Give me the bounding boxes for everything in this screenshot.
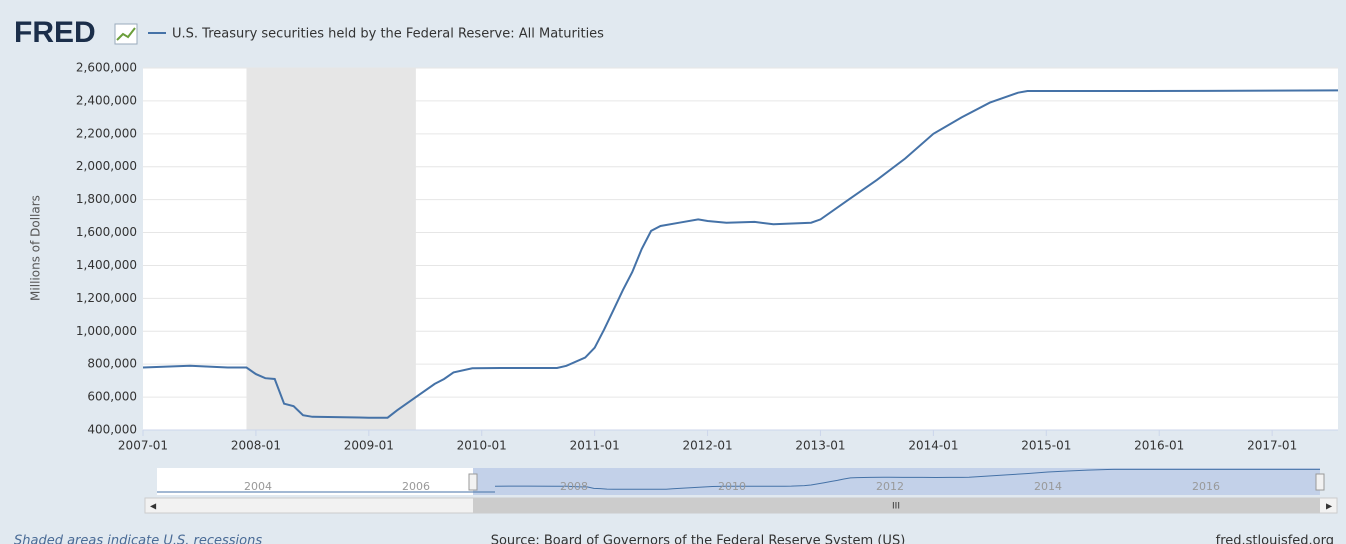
y-tick-label: 1,600,000 [76, 225, 137, 239]
navigator-label: 2008 [560, 480, 588, 493]
y-tick-label: 800,000 [87, 357, 137, 371]
navigator-selection [473, 468, 1320, 495]
x-tick-label: 2013-01 [795, 439, 845, 453]
y-axis-label: Millions of Dollars [29, 195, 43, 301]
x-tick-label: 2011-01 [570, 439, 620, 453]
x-tick-label: 2012-01 [682, 439, 732, 453]
recession-band [246, 68, 416, 430]
footer-site[interactable]: fred.stlouisfed.org [1216, 534, 1334, 544]
x-tick-label: 2014-01 [908, 439, 958, 453]
footer-source: Source: Board of Governors of the Federa… [491, 534, 906, 544]
navigator-label: 2014 [1034, 480, 1062, 493]
legend-label: U.S. Treasury securities held by the Fed… [172, 27, 604, 42]
y-tick-label: 2,000,000 [76, 159, 137, 173]
y-tick-label: 1,800,000 [76, 192, 137, 206]
y-tick-label: 1,000,000 [76, 324, 137, 338]
y-tick-label: 600,000 [87, 390, 137, 404]
series-line [142, 89, 1339, 419]
x-tick-label: 2008-01 [231, 439, 281, 453]
navigator-handle[interactable] [468, 473, 478, 491]
scroll-right[interactable]: ▶ [1326, 502, 1333, 511]
y-tick-label: 2,400,000 [76, 93, 137, 107]
scroll-left[interactable]: ◀ [150, 502, 157, 511]
y-tick-label: 2,200,000 [76, 126, 137, 140]
footer-note: Shaded areas indicate U.S. recessions [14, 534, 262, 544]
navigator-series [494, 468, 1320, 490]
x-tick-label: 2009-01 [344, 439, 394, 453]
logo-icon [114, 23, 138, 45]
x-tick-label: 2010-01 [457, 439, 507, 453]
navigator-label: 2010 [718, 480, 746, 493]
logo[interactable]: FRED [14, 16, 96, 49]
x-tick-label: 2015-01 [1021, 439, 1071, 453]
navigator-label: 2016 [1192, 480, 1220, 493]
x-tick-label: 2016-01 [1134, 439, 1184, 453]
navigator-label: 2006 [402, 480, 430, 493]
navigator-label: 2012 [876, 480, 904, 493]
scroll-grip: III [892, 502, 900, 512]
y-tick-label: 2,600,000 [76, 61, 137, 75]
navigator-handle[interactable] [1315, 473, 1325, 491]
navigator-label: 2004 [244, 480, 272, 493]
y-tick-label: 1,200,000 [76, 291, 137, 305]
x-tick-label: 2017-01 [1247, 439, 1297, 453]
scrollbar-thumb[interactable] [473, 498, 1320, 513]
x-tick-label: 2007-01 [118, 439, 168, 453]
y-tick-label: 400,000 [87, 423, 137, 437]
y-tick-label: 1,400,000 [76, 258, 137, 272]
